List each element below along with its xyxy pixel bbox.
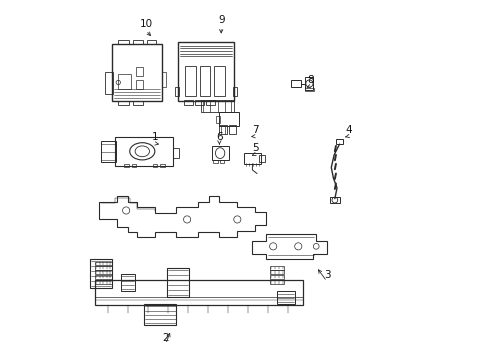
- Bar: [215, 116, 220, 123]
- Bar: [185, 66, 196, 96]
- Bar: [162, 72, 165, 87]
- Text: 4: 4: [345, 125, 351, 135]
- Text: 6: 6: [216, 132, 222, 142]
- Bar: [213, 159, 217, 163]
- Bar: [244, 153, 260, 164]
- Text: 5: 5: [251, 143, 258, 153]
- Bar: [136, 80, 143, 89]
- Text: 7: 7: [251, 125, 258, 135]
- Bar: [290, 80, 301, 87]
- Bar: [269, 280, 284, 284]
- Bar: [132, 40, 143, 44]
- Text: 1: 1: [151, 132, 158, 142]
- Bar: [131, 164, 136, 167]
- Bar: [94, 280, 112, 284]
- Text: 2: 2: [162, 333, 168, 343]
- Bar: [160, 164, 164, 167]
- Bar: [228, 126, 235, 134]
- Bar: [118, 101, 129, 105]
- Bar: [220, 159, 224, 163]
- Bar: [201, 100, 233, 112]
- Bar: [147, 40, 155, 44]
- Bar: [183, 100, 192, 105]
- Bar: [118, 74, 131, 89]
- Bar: [269, 275, 284, 279]
- Bar: [105, 72, 112, 94]
- Bar: [118, 40, 129, 44]
- Bar: [206, 100, 215, 105]
- Bar: [124, 164, 128, 167]
- Bar: [136, 67, 143, 76]
- Bar: [211, 146, 228, 160]
- Text: 10: 10: [139, 19, 152, 29]
- Bar: [94, 266, 112, 270]
- Bar: [219, 126, 226, 134]
- Bar: [101, 140, 116, 162]
- Text: 8: 8: [307, 75, 313, 85]
- Bar: [174, 87, 179, 96]
- Bar: [132, 101, 143, 105]
- Bar: [153, 164, 157, 167]
- Bar: [219, 112, 239, 126]
- Text: 9: 9: [218, 15, 224, 26]
- Bar: [276, 291, 294, 304]
- Bar: [329, 197, 339, 203]
- Bar: [144, 305, 176, 325]
- Bar: [112, 44, 162, 101]
- Bar: [115, 137, 172, 166]
- Bar: [167, 268, 188, 297]
- Text: 3: 3: [323, 270, 329, 280]
- Bar: [304, 88, 313, 91]
- Bar: [214, 66, 224, 96]
- Bar: [94, 280, 302, 305]
- Bar: [305, 77, 313, 90]
- Bar: [94, 270, 112, 274]
- Bar: [199, 66, 210, 96]
- Bar: [94, 262, 112, 265]
- Bar: [269, 270, 284, 274]
- Bar: [233, 87, 237, 96]
- Bar: [258, 155, 265, 162]
- Bar: [90, 259, 112, 288]
- Bar: [172, 148, 179, 158]
- Bar: [195, 100, 203, 105]
- Bar: [269, 266, 284, 270]
- Bar: [178, 42, 233, 101]
- Bar: [336, 139, 343, 144]
- Bar: [94, 275, 112, 279]
- Bar: [121, 274, 135, 291]
